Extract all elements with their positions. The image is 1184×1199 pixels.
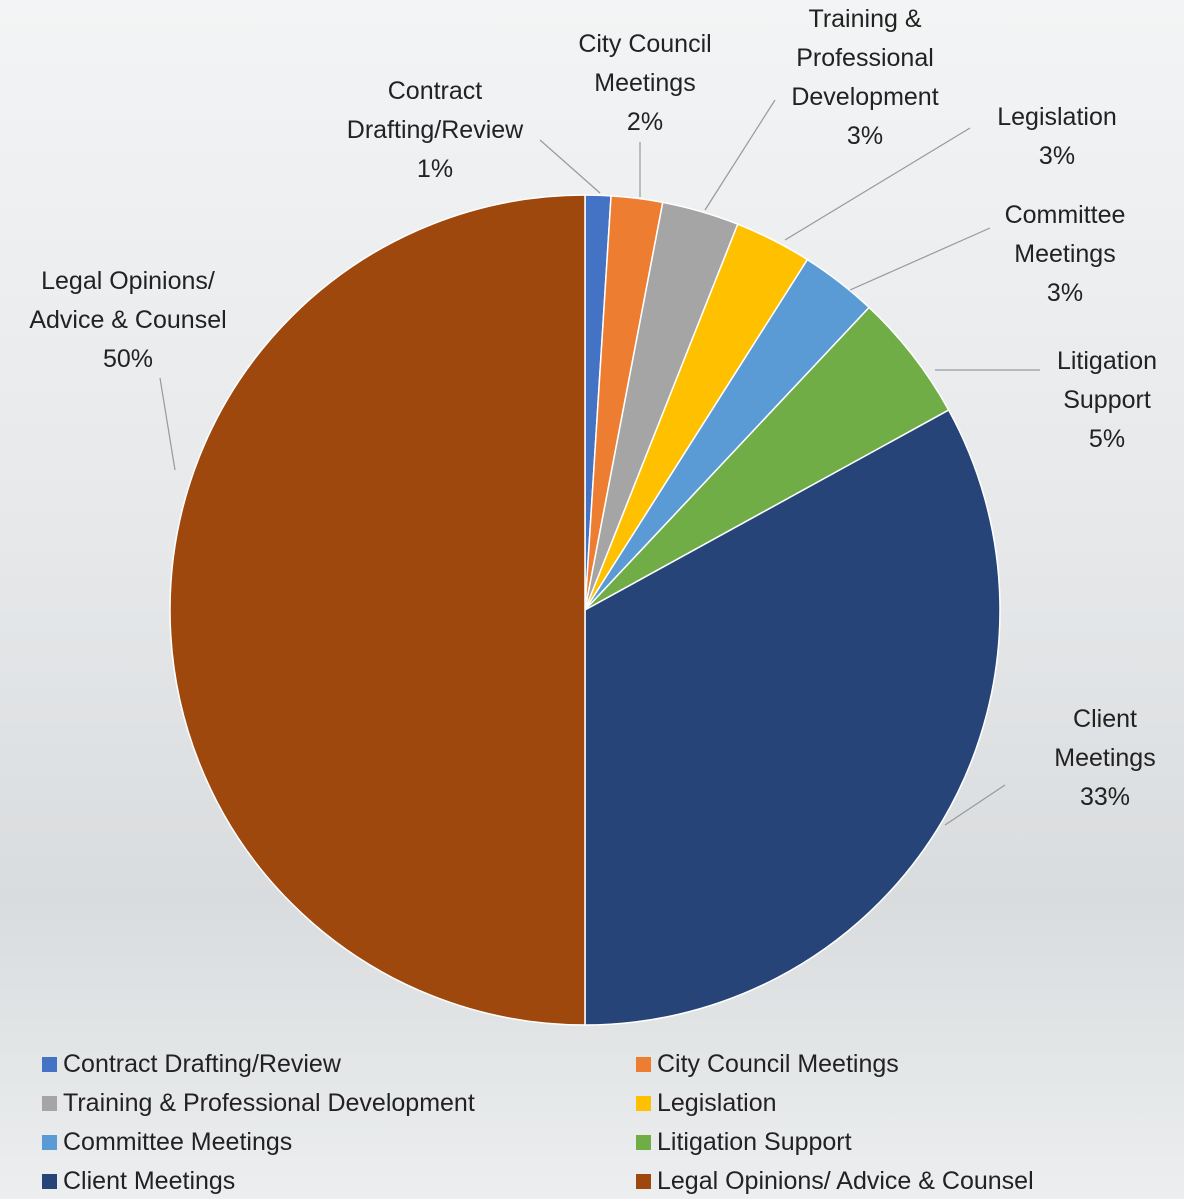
legend-swatch	[42, 1057, 57, 1072]
data-label-value: 33%	[1079, 783, 1131, 811]
legend-item: Training & Professional Development	[42, 1089, 475, 1118]
data-label: Litigation Support 5%	[1032, 342, 1182, 459]
data-label-category: Contract Drafting/Review	[346, 77, 524, 144]
legend-item: Legislation	[636, 1089, 777, 1118]
leader-line	[944, 784, 1006, 826]
data-label-category: Committee Meetings	[1004, 201, 1126, 268]
data-label-value: 5%	[1088, 425, 1126, 453]
legend-swatch	[636, 1135, 651, 1150]
data-label: Committee Meetings 3%	[985, 196, 1145, 313]
legend-label: Client Meetings	[63, 1167, 236, 1195]
data-label: Training & Professional Development 3%	[770, 0, 960, 156]
legend-item: Contract Drafting/Review	[42, 1050, 341, 1079]
leader-line	[849, 227, 991, 291]
legend-swatch	[636, 1174, 651, 1189]
legend-label: Legal Opinions/ Advice & Counsel	[657, 1167, 1034, 1195]
data-label-value: 3%	[1038, 142, 1076, 170]
data-label-value: 1%	[416, 155, 454, 183]
legend-label: Training & Professional Development	[63, 1089, 475, 1117]
legend-label: Litigation Support	[657, 1128, 852, 1156]
pie-slice	[169, 194, 586, 1026]
leader-line	[704, 99, 776, 211]
data-label-category: Legislation	[997, 103, 1117, 131]
legend-swatch	[636, 1057, 651, 1072]
pie-slice	[584, 409, 1001, 1026]
legend-label: Legislation	[657, 1089, 777, 1117]
leader-line	[539, 139, 601, 194]
data-label-value: 3%	[846, 122, 884, 150]
data-label-value: 3%	[1046, 279, 1084, 307]
legend-swatch	[42, 1096, 57, 1111]
data-label-category: Training & Professional Development	[791, 5, 939, 111]
data-label-category: Litigation Support	[1056, 347, 1158, 414]
legend-label: Contract Drafting/Review	[63, 1050, 341, 1078]
leader-line	[159, 377, 176, 471]
data-label-value: 50%	[102, 345, 154, 373]
data-label: Legislation 3%	[977, 98, 1137, 176]
data-label: Legal Opinions/ Advice & Counsel 50%	[3, 262, 253, 379]
legend-label: City Council Meetings	[657, 1050, 899, 1078]
legend-swatch	[42, 1135, 57, 1150]
legend-label: Committee Meetings	[63, 1128, 293, 1156]
legend-item: Legal Opinions/ Advice & Counsel	[636, 1167, 1034, 1196]
legend-item: Litigation Support	[636, 1128, 852, 1157]
data-label-value: 2%	[626, 108, 664, 136]
data-label-category: Client Meetings	[1054, 705, 1156, 772]
legend-swatch	[42, 1174, 57, 1189]
legend-item: Committee Meetings	[42, 1128, 292, 1157]
data-label-category: City Council Meetings	[578, 30, 712, 97]
legend-item: Client Meetings	[42, 1167, 235, 1196]
data-label: Client Meetings 33%	[1035, 700, 1175, 817]
legend-item: City Council Meetings	[636, 1050, 899, 1079]
data-label: City Council Meetings 2%	[560, 25, 730, 142]
legend-swatch	[636, 1096, 651, 1111]
data-label-category: Legal Opinions/ Advice & Counsel	[29, 267, 227, 334]
leader-line	[784, 127, 971, 241]
data-label: Contract Drafting/Review 1%	[320, 72, 550, 189]
